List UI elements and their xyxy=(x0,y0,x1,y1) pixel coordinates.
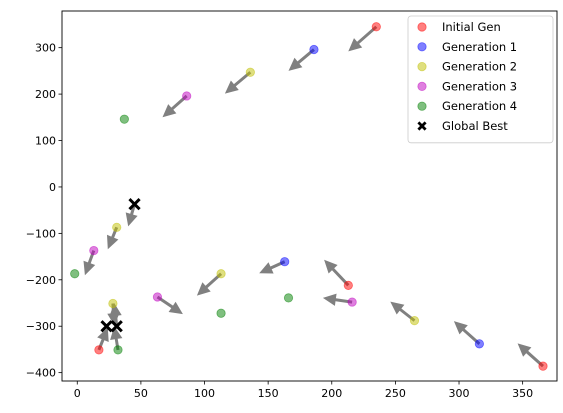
legend-box xyxy=(407,15,554,144)
arrows-layer xyxy=(83,25,544,368)
point-3-0 xyxy=(182,91,192,101)
point-2-2 xyxy=(409,316,420,326)
legend-item-2-marker xyxy=(417,61,427,72)
y-tick-label--100: −100 xyxy=(26,227,56,240)
arrow-9 xyxy=(517,343,544,368)
arrow-5 xyxy=(259,260,286,274)
x-tick-label-100: 100 xyxy=(194,387,215,400)
arrow-11 xyxy=(156,295,183,315)
arrow-1 xyxy=(288,48,315,71)
legend-item-4-marker xyxy=(417,101,427,111)
y-tick-label-300: 300 xyxy=(35,42,56,55)
x-tick-label-200: 200 xyxy=(321,387,342,400)
point-0-1 xyxy=(343,280,353,290)
point-5-1-stroke-b xyxy=(100,320,113,333)
x-tick-label-150: 150 xyxy=(258,387,279,400)
point-0-3 xyxy=(94,345,104,355)
point-5-2 xyxy=(110,320,123,333)
point-4-4 xyxy=(113,345,123,355)
ticks-layer: 0 50 100 150 200 250 300 350 −400 −300 −200 −100 0 10… xyxy=(26,42,533,400)
legend-item-1-marker xyxy=(417,42,427,52)
arrow-10 xyxy=(196,272,223,296)
arrow-8 xyxy=(453,321,481,345)
legend-item-5-label: Global Best xyxy=(442,119,508,133)
legend-item-1-label: Generation 1 xyxy=(442,40,517,54)
point-4-0 xyxy=(119,114,129,124)
point-2-4 xyxy=(108,298,118,309)
point-5-1 xyxy=(100,320,113,333)
point-4-1 xyxy=(283,293,294,303)
arrow-3 xyxy=(162,94,188,118)
arrow-2 xyxy=(224,71,252,94)
point-3-2 xyxy=(152,292,163,302)
legend-item-5-marker-b xyxy=(417,121,427,131)
arrow-16 xyxy=(109,303,122,327)
arrow-12 xyxy=(125,203,138,227)
arrow-17 xyxy=(97,327,109,351)
y-tick-label--300: −300 xyxy=(26,320,56,333)
point-0-0 xyxy=(371,22,381,32)
arrow-0 xyxy=(348,25,378,52)
y-tick-label-200: 200 xyxy=(35,88,56,101)
legend-item-0-label: Initial Gen xyxy=(442,20,501,34)
arrow-7 xyxy=(390,301,416,322)
point-4-2 xyxy=(216,308,226,318)
x-tick-label-300: 300 xyxy=(449,387,470,400)
x-tick-label-250: 250 xyxy=(385,387,406,400)
plot-frame xyxy=(61,10,558,382)
arrow-4 xyxy=(324,259,350,287)
legend-item-5-marker xyxy=(417,121,427,131)
y-tick-label--400: −400 xyxy=(26,367,56,380)
point-2-1 xyxy=(216,269,226,279)
x-tick-label-50: 50 xyxy=(134,387,148,400)
x-tick-label-0: 0 xyxy=(74,387,81,400)
legend-item-3-marker xyxy=(417,81,427,92)
arrow-6 xyxy=(322,293,353,306)
arrow-18 xyxy=(110,326,123,351)
point-0-2 xyxy=(538,361,548,371)
point-1-1 xyxy=(280,257,290,267)
legend-item-3-label: Generation 3 xyxy=(442,79,517,93)
point-2-0 xyxy=(245,67,255,77)
x-tick-label-350: 350 xyxy=(512,387,533,400)
legend-item-2-label: Generation 2 xyxy=(442,60,517,74)
legend-item-0-marker xyxy=(417,22,427,32)
points-layer xyxy=(70,22,548,371)
point-5-0-stroke-b xyxy=(128,198,141,211)
point-2-3 xyxy=(112,222,122,232)
point-1-0 xyxy=(309,44,319,55)
legend-item-4-label: Generation 4 xyxy=(442,99,517,113)
arrow-14 xyxy=(83,250,96,276)
y-tick-label--200: −200 xyxy=(26,274,56,287)
arrow-13 xyxy=(107,226,119,250)
y-tick-label-100: 100 xyxy=(35,135,56,148)
legend: Initial Gen Generation 1 Generation 2 Gener… xyxy=(407,15,554,144)
point-5-0 xyxy=(128,198,141,211)
point-5-2-stroke-b xyxy=(110,320,123,333)
point-4-3 xyxy=(70,269,80,279)
point-1-2 xyxy=(474,339,484,349)
point-3-3 xyxy=(89,245,99,256)
point-3-1 xyxy=(347,297,357,307)
y-tick-label-0: 0 xyxy=(49,181,56,194)
